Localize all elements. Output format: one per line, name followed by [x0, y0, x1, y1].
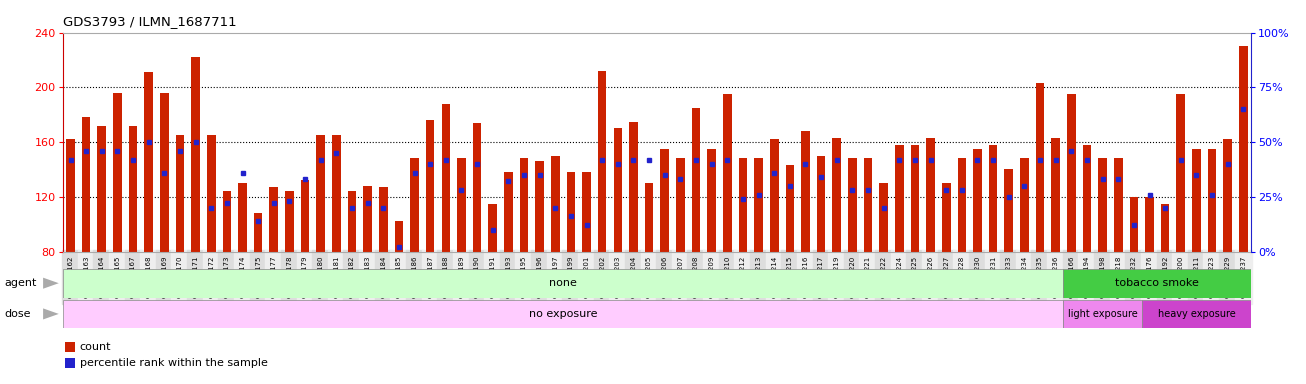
Bar — [973, 149, 982, 252]
Bar — [863, 159, 872, 252]
Text: percentile rank within the sample: percentile rank within the sample — [80, 358, 268, 368]
Bar — [1098, 159, 1107, 252]
Bar — [1051, 138, 1060, 252]
Bar — [755, 159, 763, 252]
Text: no exposure: no exposure — [529, 309, 597, 319]
Bar — [926, 138, 935, 252]
Bar — [910, 145, 919, 252]
Bar — [1004, 169, 1013, 252]
Bar — [739, 159, 747, 252]
Text: GDS3793 / ILMN_1687711: GDS3793 / ILMN_1687711 — [63, 15, 236, 28]
Bar — [1083, 145, 1092, 252]
Bar — [161, 93, 168, 252]
Bar — [316, 135, 325, 252]
Bar — [1161, 204, 1169, 252]
Bar — [801, 131, 810, 252]
Bar — [457, 159, 466, 252]
Bar — [598, 71, 606, 252]
Bar — [253, 213, 263, 252]
Bar — [473, 123, 482, 252]
Bar — [1020, 159, 1029, 252]
Bar — [65, 358, 74, 368]
Bar — [176, 135, 184, 252]
Polygon shape — [43, 308, 59, 319]
Bar — [614, 128, 622, 252]
Bar — [661, 149, 669, 252]
Bar — [1145, 197, 1153, 252]
Bar — [567, 172, 575, 252]
Bar — [285, 191, 294, 252]
Bar — [269, 187, 278, 252]
Text: light exposure: light exposure — [1068, 309, 1138, 319]
Bar — [129, 126, 137, 252]
Text: agent: agent — [4, 278, 37, 288]
Bar — [879, 183, 888, 252]
Bar — [222, 191, 231, 252]
Bar — [1114, 159, 1123, 252]
Bar — [1067, 94, 1076, 252]
Bar — [63, 269, 1063, 298]
Bar — [771, 139, 778, 252]
Bar — [1130, 197, 1138, 252]
Bar — [426, 120, 435, 252]
Bar — [692, 108, 700, 252]
Bar — [677, 159, 684, 252]
Bar — [832, 138, 841, 252]
Bar — [332, 135, 341, 252]
Bar — [1036, 83, 1045, 252]
Bar — [394, 222, 404, 252]
Bar — [1208, 149, 1216, 252]
Bar — [816, 156, 825, 252]
Text: heavy exposure: heavy exposure — [1157, 309, 1235, 319]
Bar — [645, 183, 653, 252]
Bar — [504, 172, 513, 252]
Bar — [520, 159, 529, 252]
Bar — [582, 172, 590, 252]
Polygon shape — [43, 278, 59, 289]
Bar — [1239, 46, 1247, 252]
Bar — [785, 166, 794, 252]
Bar — [65, 342, 74, 353]
Bar — [67, 139, 74, 252]
Bar — [724, 94, 731, 252]
Text: count: count — [80, 342, 111, 352]
Bar — [363, 186, 372, 252]
Bar — [441, 104, 451, 252]
Bar — [708, 149, 716, 252]
Bar — [206, 135, 215, 252]
Bar — [551, 156, 559, 252]
Bar — [410, 159, 419, 252]
Bar — [629, 122, 637, 252]
Bar — [191, 57, 200, 252]
Bar — [238, 183, 247, 252]
Bar — [379, 187, 388, 252]
Text: none: none — [549, 278, 577, 288]
Bar — [1177, 94, 1185, 252]
Bar — [942, 183, 951, 252]
Bar — [300, 180, 310, 252]
Bar — [488, 204, 498, 252]
Bar — [957, 159, 966, 252]
Bar — [1224, 139, 1232, 252]
Bar — [1192, 149, 1200, 252]
Bar — [1141, 300, 1251, 328]
Bar — [895, 145, 904, 252]
Bar — [1063, 269, 1251, 298]
Bar — [98, 126, 106, 252]
Bar — [145, 72, 153, 252]
Bar — [347, 191, 357, 252]
Bar — [989, 145, 998, 252]
Text: tobacco smoke: tobacco smoke — [1115, 278, 1199, 288]
Bar — [114, 93, 121, 252]
Bar — [63, 300, 1063, 328]
Bar — [1063, 300, 1141, 328]
Text: dose: dose — [4, 309, 30, 319]
Bar — [82, 118, 90, 252]
Bar — [535, 161, 543, 252]
Bar — [848, 159, 857, 252]
